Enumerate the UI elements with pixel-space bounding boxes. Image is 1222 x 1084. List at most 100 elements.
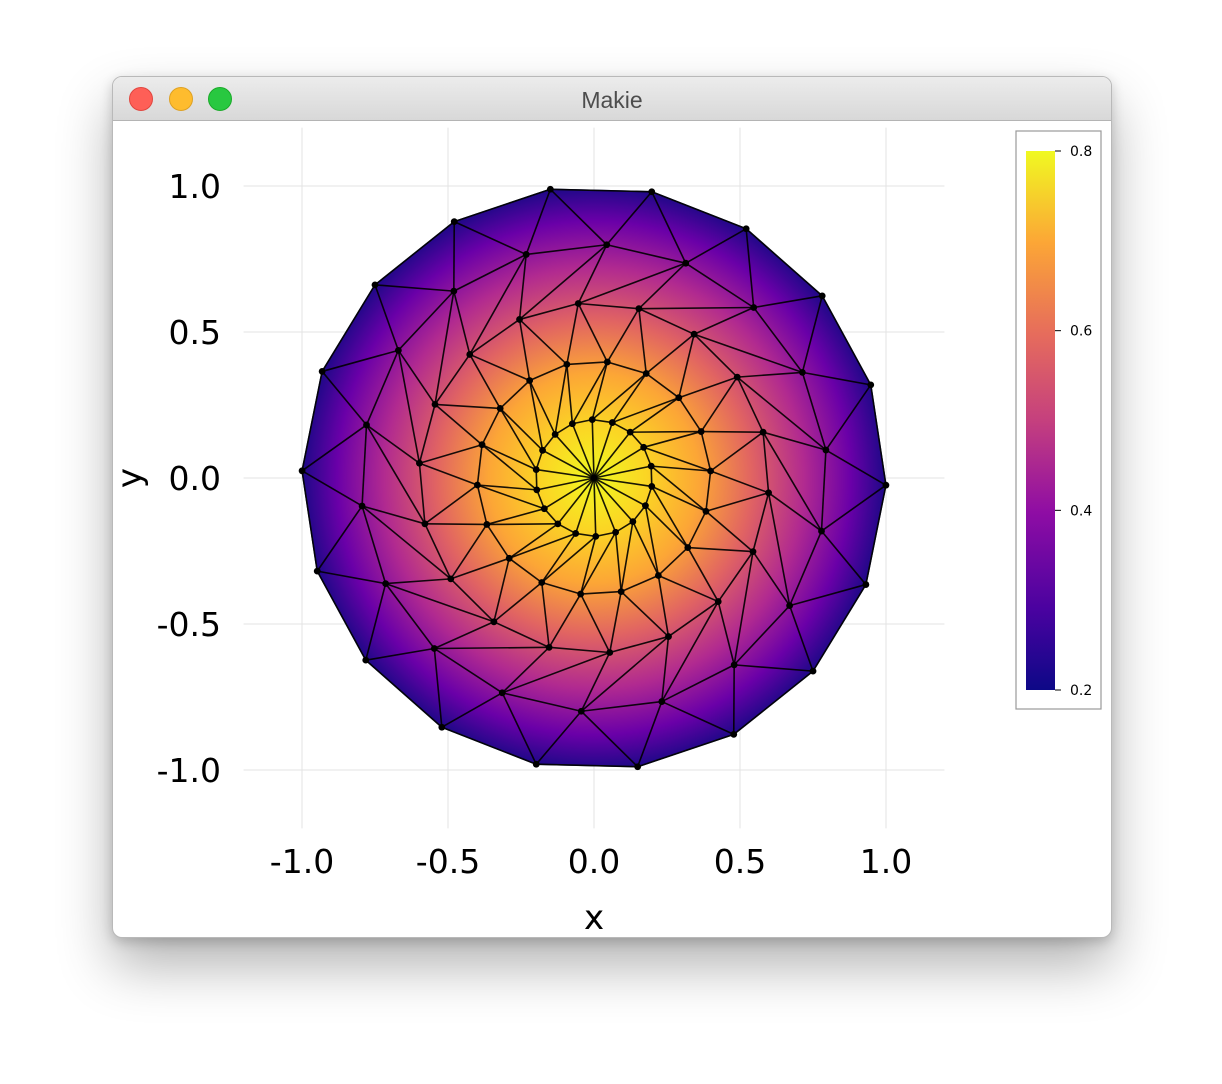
- mesh-node: [358, 502, 366, 510]
- mesh-edge: [469, 353, 530, 382]
- mesh-node: [750, 304, 758, 311]
- mesh-edge: [643, 430, 702, 449]
- mesh-edge: [528, 380, 544, 451]
- mesh-node: [684, 544, 692, 551]
- mesh-node: [665, 633, 672, 640]
- mesh-node: [298, 467, 306, 475]
- mesh-node: [603, 241, 611, 249]
- mesh-edge: [869, 384, 887, 486]
- mesh-edge: [499, 408, 537, 470]
- mesh-edge: [593, 422, 614, 479]
- mesh-edge: [557, 477, 595, 525]
- mesh-node: [318, 368, 326, 375]
- x-tick-label: -0.5: [416, 842, 480, 881]
- mesh-edge: [717, 551, 754, 603]
- mesh-node: [532, 760, 540, 768]
- mesh-node: [362, 656, 370, 664]
- minimize-button[interactable]: [169, 87, 193, 111]
- mesh-node: [313, 567, 321, 575]
- mesh-edge: [593, 477, 597, 537]
- mesh-node: [545, 643, 553, 651]
- mesh-edge: [577, 303, 609, 363]
- mesh-edge: [579, 536, 597, 595]
- mesh-node: [498, 689, 506, 697]
- mesh-node: [809, 667, 817, 675]
- mesh-edge: [802, 371, 871, 386]
- colorbar-tick-label: 0.4: [1070, 503, 1092, 519]
- mesh-node: [466, 351, 474, 358]
- mesh-edge: [450, 557, 510, 580]
- mesh-edge: [542, 449, 595, 479]
- mesh-node: [642, 502, 649, 510]
- mesh-edge: [493, 621, 550, 649]
- mesh-edge: [678, 397, 702, 432]
- mesh-node: [438, 723, 446, 731]
- title-bar[interactable]: Makie: [113, 77, 1111, 121]
- mesh-edge: [477, 484, 537, 491]
- colorbar-tick-label: 0.6: [1070, 324, 1092, 340]
- mesh-edge: [801, 295, 823, 373]
- mesh-edge: [651, 191, 687, 264]
- mesh-edge: [499, 407, 544, 451]
- mesh-edge: [566, 303, 580, 365]
- mesh-edge: [609, 635, 669, 654]
- mesh-edge: [767, 492, 791, 606]
- mesh-edge: [508, 523, 559, 559]
- mesh-edge: [397, 350, 421, 464]
- x-tick-label: 0.0: [568, 842, 620, 881]
- mesh-node: [588, 416, 596, 424]
- mesh-node: [540, 505, 548, 513]
- zoom-button[interactable]: [208, 87, 232, 111]
- mesh-edge: [385, 578, 451, 585]
- mesh-edge: [554, 364, 568, 435]
- mesh-edge: [434, 353, 471, 405]
- mesh-edge: [316, 570, 367, 661]
- mesh-edge: [661, 700, 735, 736]
- mesh-node: [882, 481, 890, 489]
- mesh-edge: [397, 290, 455, 351]
- mesh-edge: [591, 372, 647, 421]
- mesh-edge: [501, 651, 611, 694]
- mesh-node: [818, 292, 826, 300]
- mesh-node: [617, 588, 625, 596]
- mesh-edge: [361, 505, 426, 525]
- mesh-edge: [629, 397, 680, 433]
- mesh-edge: [678, 376, 738, 399]
- mesh-edge: [579, 593, 611, 653]
- close-button[interactable]: [129, 87, 153, 111]
- x-tick-label: 0.5: [714, 842, 766, 881]
- mesh-node: [658, 698, 666, 705]
- mesh-edge: [593, 446, 645, 479]
- mesh-edge: [469, 318, 520, 356]
- mesh-edge: [687, 547, 719, 602]
- mesh-edge: [499, 379, 531, 410]
- mesh-edge: [574, 477, 595, 534]
- mesh-edge: [700, 376, 738, 432]
- mesh-node: [634, 763, 642, 771]
- mesh-node: [642, 370, 650, 377]
- mesh-node: [505, 554, 513, 562]
- mesh-edge: [528, 380, 556, 435]
- mesh-edges: [301, 188, 887, 768]
- mesh-edge: [733, 605, 791, 666]
- mesh-node: [431, 400, 439, 408]
- plot-canvas[interactable]: -1.0 -0.5 0.0 0.5 1.0 1.0 0.5 0.0 -0.5 -1.0 x y 0…: [113, 121, 1111, 937]
- mesh-edge: [316, 505, 363, 572]
- mesh-edge: [385, 582, 495, 623]
- mesh-edge: [525, 189, 552, 255]
- mesh-node: [568, 420, 576, 428]
- mesh-node: [572, 530, 580, 537]
- mesh-edge: [365, 659, 443, 728]
- y-tick-label: 0.5: [169, 313, 221, 352]
- mesh-node: [626, 428, 634, 436]
- mesh-edge: [593, 477, 646, 507]
- mesh-edge: [374, 220, 455, 286]
- mesh-edge: [820, 449, 827, 532]
- mesh-edge: [301, 371, 323, 471]
- mesh-edge: [301, 424, 367, 472]
- mesh-edge: [476, 444, 483, 486]
- mesh-edge: [486, 524, 510, 559]
- mesh-edge: [301, 470, 363, 507]
- mesh-node: [612, 528, 620, 536]
- mesh-edge: [434, 403, 501, 410]
